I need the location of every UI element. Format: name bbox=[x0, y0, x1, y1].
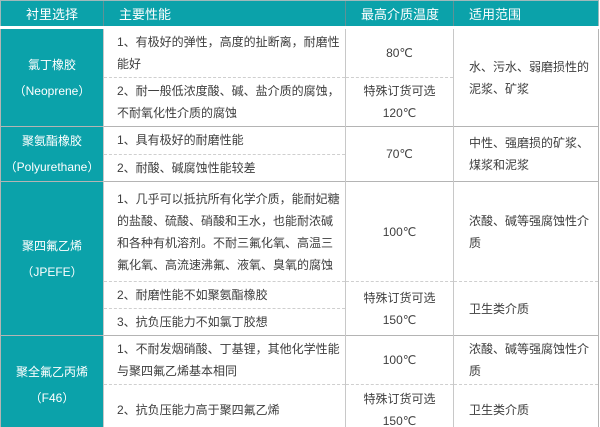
temperature-cell: 特殊订货可选 150℃ bbox=[345, 384, 454, 427]
performance-cell: 2、抗负压能力高于聚四氟乙烯 bbox=[103, 384, 346, 427]
temperature-cell: 80℃ bbox=[345, 27, 454, 78]
table-row: 聚氨酯橡胶 （Polyurethane） 1、具有极好的耐磨性能 70℃ 中性、… bbox=[0, 126, 599, 182]
performance-cell: 1、几乎可以抵抗所有化学介质，能耐妃糖 的盐酸、硫酸、硝酸和王水，也能耐浓碱 和… bbox=[103, 181, 346, 282]
performance-cell: 1、有极好的弹性，高度的扯断离，耐磨性 能好 bbox=[103, 27, 346, 78]
table-row: 聚全氟乙丙烯 （F46） 1、不耐发烟硝酸、丁基锂，其他化学性能 与聚四氟乙烯基… bbox=[0, 335, 599, 427]
temperature-cell: 100℃ bbox=[345, 181, 454, 282]
table-row: 3、抗负压能力不如氯丁胶想 bbox=[1, 308, 599, 336]
table-row: 2、耐磨性能不如聚氨酯橡胶 特殊订货可选 150℃ 卫生类介质 bbox=[1, 281, 599, 336]
table-row: 聚四氟乙烯 （JPEFE） 1、几乎可以抵抗所有化学介质，能耐妃糖 的盐酸、硫酸… bbox=[0, 181, 599, 336]
performance-cell: 1、具有极好的耐磨性能 bbox=[103, 126, 346, 154]
performance-cell: 1、不耐发烟硝酸、丁基锂，其他化学性能 与聚四氟乙烯基本相同 bbox=[103, 335, 346, 385]
range-cell: 水、污水、弱磨损性的 泥浆、矿浆 bbox=[453, 27, 599, 127]
performance-cell: 2、耐一般低浓度酸、碱、盐介质的腐蚀， 不耐氧化性介质的腐蚀 bbox=[103, 77, 346, 127]
range-cell: 中性、强磨损的矿浆、 煤浆和泥浆 bbox=[453, 126, 599, 182]
header-main-performance: 主要性能 bbox=[103, 0, 346, 29]
performance-cell: 2、耐酸、碱腐蚀性能较差 bbox=[103, 153, 346, 182]
material-name-fep: 聚全氟乙丙烯 （F46） bbox=[0, 335, 104, 427]
temperature-cell: 70℃ bbox=[345, 126, 454, 182]
material-name-neoprene: 氯丁橡胶 （Neoprene） bbox=[0, 27, 104, 127]
material-name-ptfe: 聚四氟乙烯 （JPEFE） bbox=[0, 181, 104, 336]
temperature-cell: 100℃ bbox=[345, 335, 454, 385]
temperature-cell: 特殊订货可选 150℃ bbox=[345, 281, 454, 336]
performance-cell: 2、耐磨性能不如聚氨酯橡胶 bbox=[103, 281, 346, 309]
range-cell: 浓酸、碱等强腐蚀性介 质 bbox=[453, 181, 599, 282]
material-name-polyurethane: 聚氨酯橡胶 （Polyurethane） bbox=[0, 126, 104, 182]
range-cell: 卫生类介质 bbox=[453, 281, 599, 336]
range-cell: 卫生类介质 bbox=[453, 384, 599, 427]
range-cell: 浓酸、碱等强腐蚀性介 质 bbox=[453, 335, 599, 385]
table-row: 2、耐酸、碱腐蚀性能较差 bbox=[1, 153, 599, 182]
table-row: 2、耐一般低浓度酸、碱、盐介质的腐蚀， 不耐氧化性介质的腐蚀 特殊订货可选 12… bbox=[1, 77, 599, 127]
header-max-medium-temperature: 最高介质温度 bbox=[345, 0, 454, 29]
header-row: 衬里选择 主要性能 最高介质温度 适用范围 bbox=[0, 0, 599, 29]
performance-cell: 3、抗负压能力不如氯丁胶想 bbox=[103, 308, 346, 336]
temperature-cell: 特殊订货可选 120℃ bbox=[345, 77, 454, 127]
header-lining-selection: 衬里选择 bbox=[0, 0, 104, 29]
table-row: 氯丁橡胶 （Neoprene） 1、有极好的弹性，高度的扯断离，耐磨性 能好 8… bbox=[0, 27, 599, 127]
table-row: 2、抗负压能力高于聚四氟乙烯 特殊订货可选 150℃ 卫生类介质 bbox=[1, 384, 599, 427]
header-applicable-range: 适用范围 bbox=[453, 0, 599, 29]
